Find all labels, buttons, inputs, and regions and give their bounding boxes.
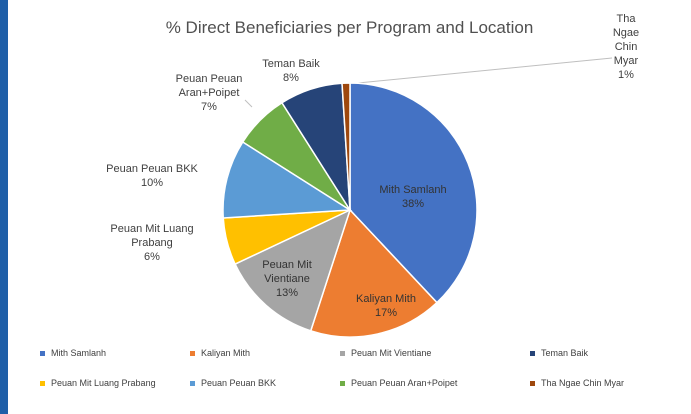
legend-label: Peuan Mit Luang Prabang <box>51 378 156 388</box>
pie-slice <box>341 82 351 211</box>
legend-swatch <box>190 351 195 357</box>
data-label-value: 13% <box>275 287 299 299</box>
legend-item: Peuan Peuan Aran+Poipet <box>340 378 457 388</box>
data-label: Mith Samlanh 38% <box>368 183 458 211</box>
legend-swatch <box>40 381 45 387</box>
chart-area: % Direct Beneficiaries per Program and L… <box>8 0 691 414</box>
pie-slice <box>309 208 438 338</box>
chart-title: % Direct Beneficiaries per Program and L… <box>165 18 534 37</box>
pie-slice <box>222 140 353 219</box>
data-label: Peuan Peuan Aran+Poipet 7% <box>164 72 254 114</box>
data-label: Peuan Peuan BKK 10% <box>97 162 207 190</box>
legend-label: Teman Baik <box>541 348 589 358</box>
data-label-name: Mith Samlanh <box>379 184 447 196</box>
data-label-name: Kaliyan Mith <box>356 293 416 305</box>
legend-label: Peuan Mit Vientiane <box>351 348 432 358</box>
legend-swatch <box>40 351 45 357</box>
data-label-name: Peuan Mit Luang Prabang <box>110 223 194 249</box>
data-label: Tha Ngae Chin Myar 1% <box>606 12 646 82</box>
legend-item: Tha Ngae Chin Myar <box>530 378 624 388</box>
data-label-value: 7% <box>201 101 217 113</box>
legend-swatch <box>340 381 345 387</box>
legend-item: Peuan Mit Luang Prabang <box>40 378 156 388</box>
pie-slice <box>349 82 478 304</box>
pie-chart <box>222 57 613 338</box>
legend-label: Kaliyan Mith <box>201 348 251 358</box>
legend-item: Peuan Mit Vientiane <box>340 348 431 358</box>
legend-label: Peuan Peuan Aran+Poipet <box>351 378 458 388</box>
legend-label: Peuan Peuan BKK <box>201 378 277 388</box>
data-label-value: 10% <box>140 177 164 189</box>
pie-slice <box>234 208 352 332</box>
legend-label: Mith Samlanh <box>51 348 107 358</box>
legend-swatch <box>340 351 345 357</box>
legend-swatch <box>530 381 535 387</box>
legend-item: Mith Samlanh <box>40 348 106 358</box>
data-label-value: 17% <box>374 307 398 319</box>
legend-label: Tha Ngae Chin Myar <box>541 378 625 388</box>
leader-line <box>244 99 253 108</box>
leader-line <box>347 57 613 85</box>
data-label: Teman Baik 8% <box>251 57 331 85</box>
data-label-name: Tha Ngae Chin Myar <box>612 13 640 67</box>
legend-swatch <box>190 381 195 387</box>
data-label-value: 1% <box>618 69 634 81</box>
data-label-name: Peuan Peuan BKK <box>106 163 198 175</box>
data-label: Kaliyan Mith 17% <box>346 292 426 320</box>
data-label-name: Peuan Peuan Aran+Poipet <box>175 73 243 99</box>
legend-item: Peuan Peuan BKK <box>190 378 276 388</box>
data-label-value: 6% <box>144 251 160 263</box>
legend-swatch <box>530 351 535 357</box>
legend-item: Kaliyan Mith <box>190 348 250 358</box>
data-label-name: Peuan Mit Vientiane <box>262 259 312 285</box>
data-label-value: 38% <box>401 198 425 210</box>
legend-item: Teman Baik <box>530 348 588 358</box>
data-label: Peuan Mit Vientiane 13% <box>257 258 317 300</box>
data-label-name: Teman Baik <box>262 58 320 70</box>
data-label: Peuan Mit Luang Prabang 6% <box>102 222 202 264</box>
data-label-value: 8% <box>283 72 299 84</box>
